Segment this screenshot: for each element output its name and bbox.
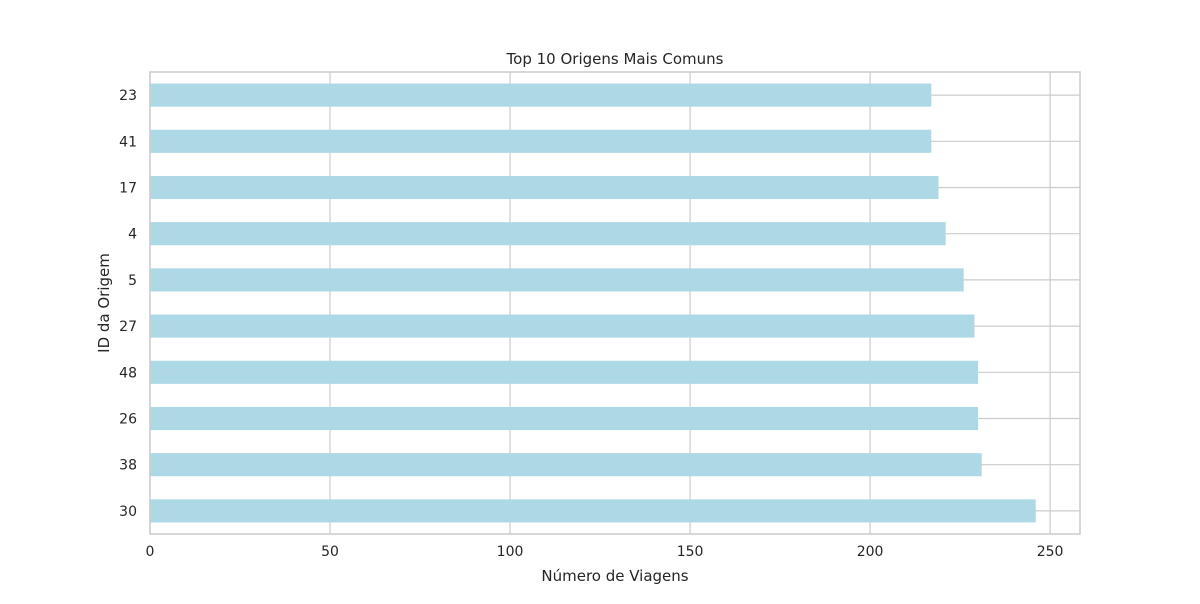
bar-origin-41 bbox=[150, 129, 932, 153]
plot-frame bbox=[149, 71, 1081, 535]
x-axis-label: Número de Viagens bbox=[541, 567, 688, 585]
bar-origin-26 bbox=[150, 406, 979, 431]
bar-origin-23 bbox=[150, 83, 932, 107]
y-tick-label: 26 bbox=[119, 412, 137, 428]
y-tick-label: 41 bbox=[119, 134, 137, 150]
y-tick-labels: 30 38 26 48 27 5 4 17 41 23 bbox=[119, 88, 137, 520]
x-tick-labels: 0 50 100 150 200 250 bbox=[146, 544, 1064, 560]
bar-origin-38 bbox=[150, 453, 982, 477]
y-tick-label: 4 bbox=[128, 227, 137, 243]
bar-origin-48 bbox=[150, 360, 979, 384]
y-axis-label: ID da Origem bbox=[95, 253, 113, 353]
y-tick-label: 23 bbox=[119, 88, 137, 104]
chart-title: Top 10 Origens Mais Comuns bbox=[506, 50, 724, 68]
x-tick-label: 250 bbox=[1037, 544, 1064, 560]
y-tick-label: 5 bbox=[128, 273, 137, 289]
y-tick-label: 27 bbox=[119, 319, 137, 335]
bar-origin-4 bbox=[150, 222, 946, 246]
x-tick-label: 50 bbox=[321, 544, 339, 560]
x-tick-label: 200 bbox=[857, 544, 884, 560]
bar-origin-17 bbox=[150, 175, 939, 200]
y-tick-label: 17 bbox=[119, 181, 137, 197]
bars bbox=[150, 83, 1036, 523]
bar-origin-5 bbox=[150, 268, 964, 292]
x-tick-label: 0 bbox=[146, 544, 155, 560]
y-tick-label: 30 bbox=[119, 504, 137, 520]
bar-origin-27 bbox=[150, 314, 975, 338]
y-tick-label: 38 bbox=[119, 458, 137, 474]
bar-origin-30 bbox=[150, 499, 1036, 523]
x-tick-label: 100 bbox=[497, 544, 524, 560]
y-tick-label: 48 bbox=[119, 365, 137, 381]
x-tick-label: 150 bbox=[677, 544, 704, 560]
